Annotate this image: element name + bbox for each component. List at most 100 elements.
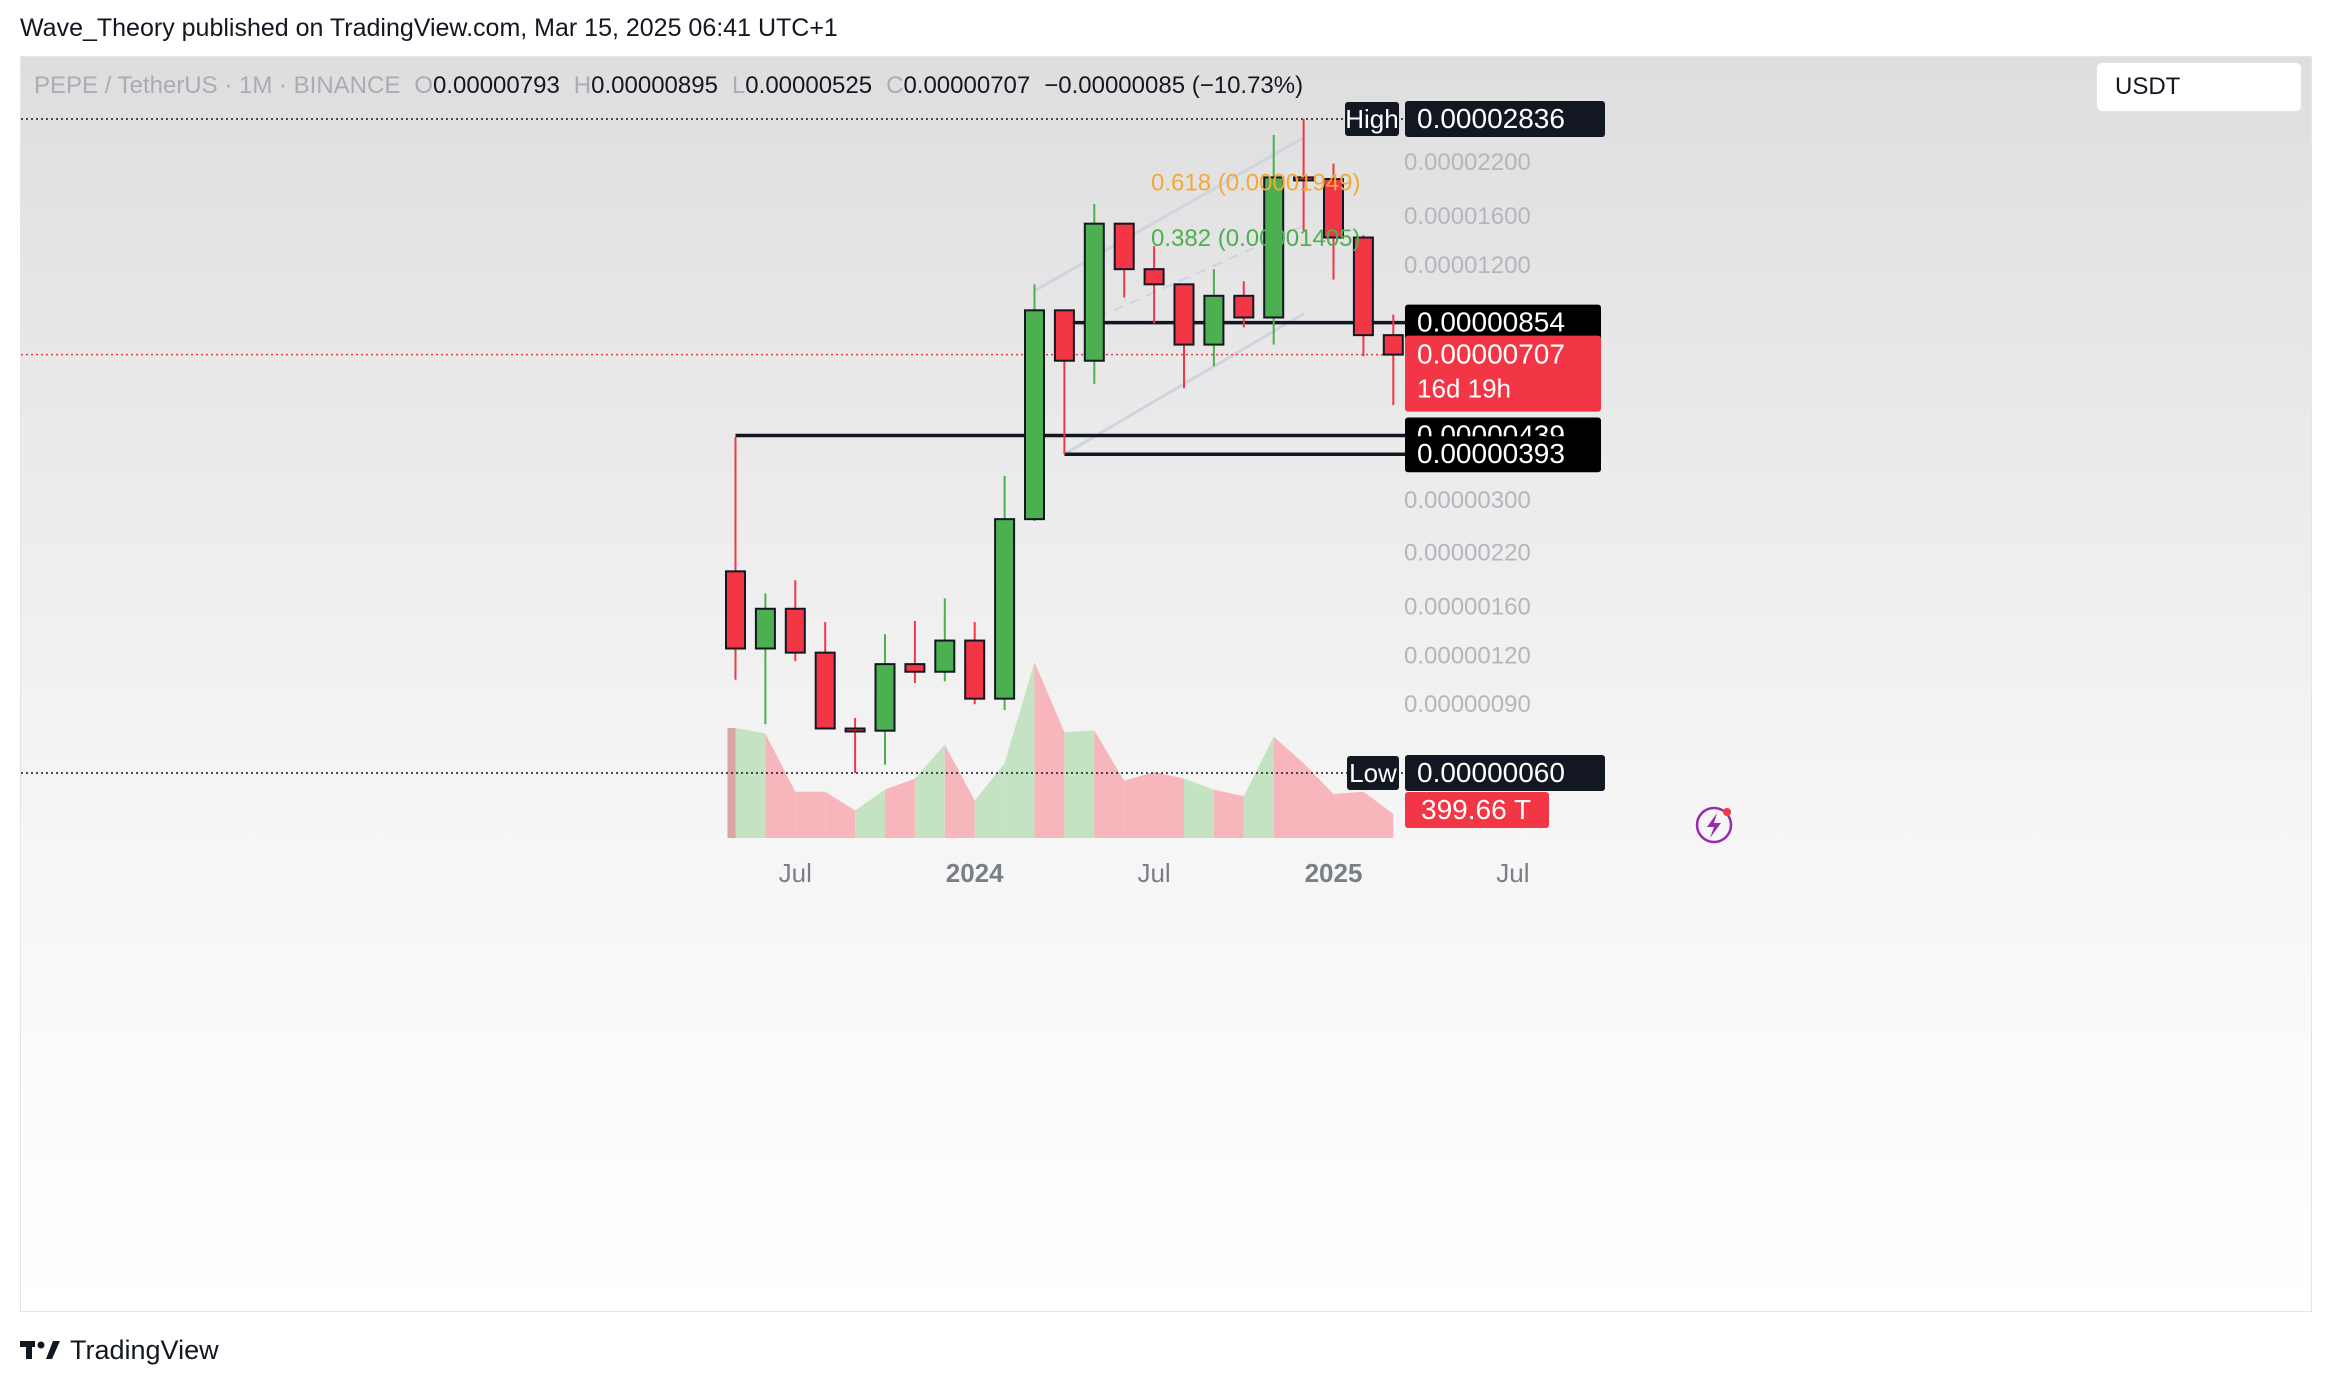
y-tick-label: 0.00001200 [1404, 252, 1531, 279]
candle-body [784, 607, 806, 654]
footer-brand-label: TradingView [70, 1334, 219, 1365]
candle-body [1203, 294, 1225, 346]
volume-area [1004, 662, 1035, 838]
volume-badge-label: 399.66 T [1421, 794, 1531, 825]
volume-bar [727, 728, 736, 838]
x-tick-label: Jul [1496, 858, 1529, 888]
candle-body [1113, 222, 1135, 271]
volume-area [1064, 730, 1095, 838]
volume-area [885, 778, 915, 838]
candle-body [844, 727, 866, 733]
volume-area [765, 733, 796, 838]
low-key: L [731, 72, 746, 99]
candle-body [994, 518, 1016, 700]
level-price-badge-label: 0.00000854 [1417, 307, 1565, 338]
low-price-badge-label: 0.00000060 [1417, 757, 1565, 788]
volume-area [735, 728, 766, 838]
lightning-icon [1695, 806, 1733, 844]
footer-brand[interactable]: TradingView [20, 1330, 219, 1370]
candle-body [1382, 334, 1404, 356]
currency-selector[interactable]: USDT [2096, 62, 2302, 112]
volume-area [1213, 789, 1244, 838]
channel-upper-line [1033, 136, 1305, 293]
x-tick-label: 2024 [946, 858, 1004, 888]
volume-area [795, 791, 826, 838]
volume-area [1184, 778, 1214, 838]
y-tick-label: 0.00000160 [1404, 594, 1531, 621]
y-tick-label: 0.00002200 [1404, 149, 1531, 176]
y-tick-label: 0.00000120 [1404, 642, 1531, 669]
candle-body [814, 651, 836, 730]
symbol-label[interactable]: PEPE / TetherUS · 1M · BINANCE [34, 72, 401, 99]
volume-area [1333, 791, 1364, 838]
volume-area [1094, 730, 1125, 838]
volume-area [944, 744, 975, 838]
lightning-ring [1695, 806, 1733, 844]
low-tag-label: Low [1349, 758, 1397, 788]
volume-area [1243, 736, 1274, 838]
fib-618-label: 0.618 (0.00001949) [1151, 170, 1361, 197]
low-price-badge [1405, 755, 1605, 791]
volume-badge [1405, 792, 1549, 828]
price-chart[interactable]: 0.00002200 0.00001600 0.00001200 0.00000300… [21, 57, 2312, 1312]
open-value: 0.00000793 [433, 72, 560, 99]
level-price-badge-label: 0.00000393 [1417, 438, 1565, 469]
close-key: C [886, 72, 904, 99]
level-price-badge [1405, 436, 1601, 473]
ohlc-legend: PEPE / TetherUS · 1M · BINANCE O 0.00000… [34, 72, 1309, 100]
currency-label: USDT [2115, 73, 2181, 100]
candle-body [725, 570, 746, 650]
volume-area [825, 791, 856, 838]
y-tick-label: 0.00000090 [1404, 691, 1531, 718]
x-tick-label: Jul [779, 858, 812, 888]
chart-pane[interactable]: 0.00002200 0.00001600 0.00001200 0.00000300… [20, 56, 2312, 1312]
candle-body [874, 663, 896, 732]
volume-area [914, 744, 945, 838]
candle-body [1053, 309, 1075, 362]
volume-area [1154, 772, 1184, 838]
candle-body [1143, 268, 1165, 286]
y-tick-label: 0.00001600 [1404, 203, 1531, 230]
low-value: 0.00000525 [745, 72, 873, 99]
y-tick-label: 0.00000300 [1404, 487, 1531, 514]
volume-area [1363, 791, 1394, 838]
publisher-line: Wave_Theory published on TradingView.com… [0, 0, 2332, 56]
level-price-badge [1405, 304, 1601, 341]
volume-area [974, 763, 1005, 838]
candle-body [1263, 176, 1285, 319]
current-price-badge [1405, 335, 1601, 412]
candle-body [964, 639, 986, 700]
x-tick-label: Jul [1137, 858, 1170, 888]
volume-area [1303, 763, 1334, 838]
change-value: −0.00000085 (−10.73%) [1044, 72, 1304, 99]
volume-area [1124, 772, 1155, 838]
volume-area [1034, 662, 1065, 838]
candle-body [1293, 176, 1315, 182]
candle-body [1233, 294, 1255, 319]
fib-382-label: 0.382 (0.00001405) [1151, 225, 1361, 252]
candle-body [1024, 309, 1045, 521]
high-key: H [573, 72, 592, 99]
low-tag [1347, 756, 1399, 790]
high-tag-label: High [1345, 104, 1398, 134]
close-value: 0.00000707 [903, 72, 1031, 99]
open-key: O [414, 72, 433, 99]
candle-body [904, 663, 926, 673]
high-tag [1345, 102, 1399, 136]
candle-body [1173, 283, 1195, 346]
x-tick-label: 2025 [1305, 858, 1363, 888]
publisher-text: Wave_Theory published on TradingView.com… [20, 13, 838, 42]
countdown-label: 16d 19h [1417, 374, 1511, 404]
candle-body [1083, 222, 1105, 362]
candle-body [934, 639, 956, 673]
current-price-label: 0.00000707 [1417, 339, 1565, 370]
volume-area [855, 789, 885, 838]
candle-body [754, 607, 776, 650]
y-tick-label: 0.00000220 [1404, 540, 1531, 567]
volume-area [1273, 736, 1304, 838]
candle-body [1323, 178, 1344, 239]
tradingview-logo-icon [20, 1339, 60, 1361]
high-price-badge-label: 0.00002836 [1417, 103, 1565, 134]
lightning-bolt [1707, 813, 1721, 838]
high-value: 0.00000895 [591, 72, 718, 99]
